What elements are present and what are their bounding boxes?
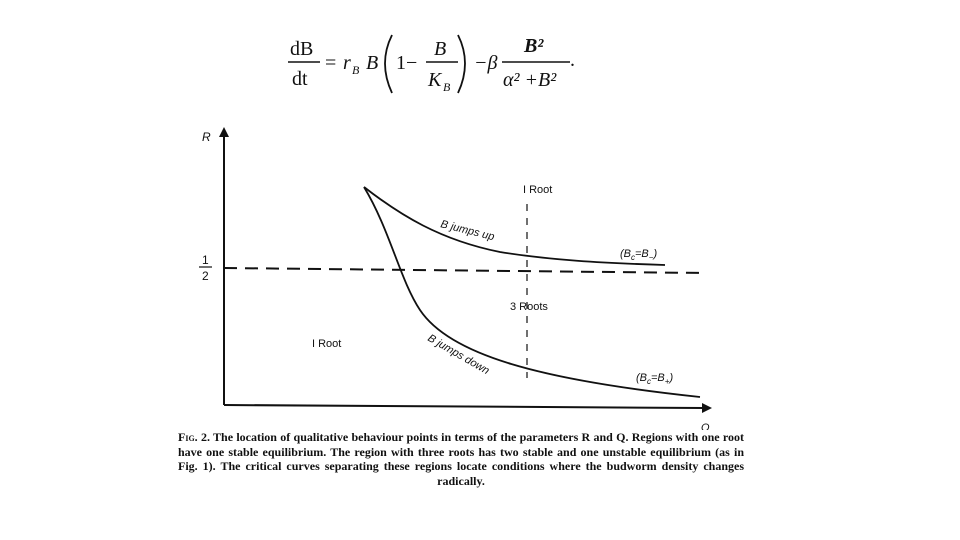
region-left-label: I Root — [312, 338, 341, 350]
upper-condition-label: (Bc=B−) — [620, 248, 657, 262]
eq-equals: = — [325, 52, 336, 74]
upper-critical-curve — [363, 186, 666, 266]
lower-critical-curve — [363, 186, 701, 398]
eq-frac1-numerator: B — [434, 38, 446, 60]
figure-caption: Fig. 2. The location of qualitative beha… — [178, 430, 744, 488]
x-axis-arrow-icon — [702, 403, 712, 413]
eq-right-paren — [457, 34, 466, 94]
eq-r: r — [343, 52, 351, 74]
phase-diagram: R Q 1 2 I Root 3 Roots I Root B jumps up… — [199, 127, 712, 430]
lower-condition-label: (Bc=B+) — [636, 372, 673, 386]
eq-frac2-denominator: α² +B² — [503, 69, 557, 91]
x-axis — [223, 404, 705, 409]
eq-lhs-numerator: dB — [290, 38, 313, 60]
region-top-label: I Root — [523, 184, 552, 196]
y-axis-label: R — [202, 130, 211, 144]
eq-minus-beta: −β — [474, 52, 497, 74]
y-axis-arrow-icon — [219, 127, 229, 137]
eq-frac1-denominator-sub: B — [443, 80, 451, 94]
half-denominator: 2 — [202, 269, 209, 283]
eq-period: . — [570, 49, 575, 71]
eq-frac1-denominator: K — [427, 69, 443, 91]
eq-r-subscript: B — [352, 63, 360, 77]
half-numerator: 1 — [202, 253, 209, 267]
eq-b: B — [366, 52, 378, 74]
region-middle-label: 3 Roots — [510, 301, 548, 313]
half-dashed-line — [223, 267, 707, 274]
equation: dB dt = r B B 1− B K B −β B² α² +B² . — [288, 34, 575, 94]
caption-text: The location of qualitative behaviour po… — [178, 430, 745, 488]
lower-curve-label: B jumps down — [426, 332, 492, 377]
upper-curve-label: B jumps up — [439, 218, 495, 243]
caption-figure-label: Fig. 2. — [178, 430, 210, 444]
eq-frac2-numerator: B² — [523, 35, 544, 57]
eq-one-minus: 1− — [396, 52, 417, 74]
eq-left-paren — [384, 34, 393, 94]
eq-lhs-denominator: dt — [292, 68, 308, 90]
x-axis-label: Q — [701, 422, 710, 430]
